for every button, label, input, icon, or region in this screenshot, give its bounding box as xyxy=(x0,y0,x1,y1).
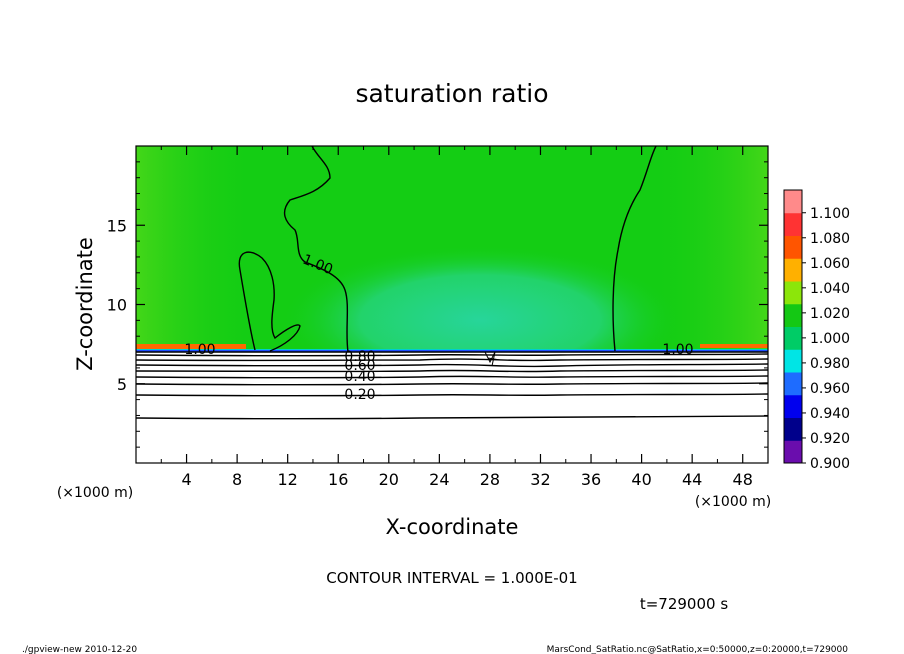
hot-boundary-left xyxy=(136,344,246,349)
colorbar-swatch xyxy=(784,303,802,327)
x-unit-label: (×1000 m) xyxy=(695,494,771,510)
colorbar-frame xyxy=(783,189,803,464)
colorbar-swatch xyxy=(784,281,802,305)
colorbar-label: 1.100 xyxy=(810,206,850,222)
time-label: t=729000 s xyxy=(640,595,728,613)
y-tick-label: 15 xyxy=(107,216,127,235)
contour-noise xyxy=(484,351,501,367)
x-tick-label: 12 xyxy=(278,470,298,489)
x-tick-label: 32 xyxy=(530,470,550,489)
contour-label-0.60: 0.60 xyxy=(344,358,375,374)
contour-0.40 xyxy=(136,375,768,379)
colorbar-label: 0.900 xyxy=(810,456,850,472)
colorbar-label: 1.040 xyxy=(810,281,850,297)
x-tick-label: 48 xyxy=(733,470,753,489)
x-tick-label: 36 xyxy=(581,470,601,489)
contour-label-0.40: 0.40 xyxy=(344,369,375,385)
contour-1.00-left xyxy=(238,251,301,352)
contour-0.70 xyxy=(136,358,768,362)
colorbar-label: 1.080 xyxy=(810,231,850,247)
contour-0.60 xyxy=(136,363,768,368)
colorbar: 0.900 0.920 0.940 0.960 0.980 1.000 1.020 1.040… xyxy=(783,189,850,472)
colorbar-swatch xyxy=(784,258,802,282)
x-axis-label: X-coordinate xyxy=(386,515,519,539)
x-tick-label: 44 xyxy=(682,470,702,489)
x-tick-label: 4 xyxy=(181,470,191,489)
left-high-region xyxy=(136,146,256,352)
contour-label-right: 1.00 xyxy=(662,342,693,358)
contour-label-0.80: 0.80 xyxy=(344,349,375,365)
z-unit-label: (×1000 m) xyxy=(57,485,133,501)
contour-0.50 xyxy=(136,369,768,373)
x-tick-label: 28 xyxy=(480,470,500,489)
colorbar-label: 0.960 xyxy=(810,381,850,397)
colorbar-swatch xyxy=(784,212,802,236)
contour-interval-text: CONTOUR INTERVAL = 1.000E-01 xyxy=(326,569,577,587)
colorbar-swatch xyxy=(784,190,802,214)
footer-left: ./gpview-new 2010-12-20 xyxy=(22,645,137,654)
x-tick-label: 24 xyxy=(429,470,449,489)
chart-title: saturation ratio xyxy=(355,79,548,108)
boundary-blue xyxy=(136,350,768,352)
colorbar-swatch xyxy=(784,440,802,464)
y-tick-label: 5 xyxy=(117,375,127,394)
colorbar-swatch xyxy=(784,372,802,396)
colorbar-label: 0.920 xyxy=(810,431,850,447)
x-axis-ticks: 4 8 12 16 20 24 28 32 36 40 44 48 xyxy=(160,146,753,489)
colorbar-label: 1.020 xyxy=(810,306,850,322)
colorbar-label: 0.980 xyxy=(810,356,850,372)
contour-lines xyxy=(136,146,768,420)
y-axis-label: Z-coordinate xyxy=(73,237,97,371)
x-tick-label: 20 xyxy=(379,470,399,489)
colorbar-label: 1.060 xyxy=(810,256,850,272)
contour-0.10 xyxy=(136,415,768,420)
contour-0.80 xyxy=(136,353,768,357)
colorbar-swatch xyxy=(784,417,802,441)
dry-layer xyxy=(136,352,768,463)
colorbar-label: 1.000 xyxy=(810,331,850,347)
footer-right: MarsCond_SatRatio.nc@SatRatio,x=0:50000,… xyxy=(547,645,849,654)
colorbar-label: 0.940 xyxy=(810,406,850,422)
contour-0.30 xyxy=(136,382,768,386)
x-tick-label: 16 xyxy=(328,470,348,489)
colorbar-swatch xyxy=(784,394,802,418)
contour-label-0.20: 0.20 xyxy=(344,387,375,403)
colorbar-swatch xyxy=(784,326,802,350)
colorbar-swatch xyxy=(784,235,802,259)
y-tick-label: 10 xyxy=(107,296,127,315)
x-tick-label: 40 xyxy=(631,470,651,489)
colorbar-swatch xyxy=(784,349,802,373)
contour-0.20 xyxy=(136,393,768,397)
y-axis-ticks: 5 10 15 xyxy=(107,161,768,448)
contour-label-left: 1.00 xyxy=(184,342,215,358)
contour-1.00-right xyxy=(612,146,657,352)
heatmap-field xyxy=(136,146,768,463)
contour-1.00-center xyxy=(283,146,349,353)
hot-boundary-right xyxy=(700,344,768,348)
x-tick-label: 8 xyxy=(232,470,242,489)
